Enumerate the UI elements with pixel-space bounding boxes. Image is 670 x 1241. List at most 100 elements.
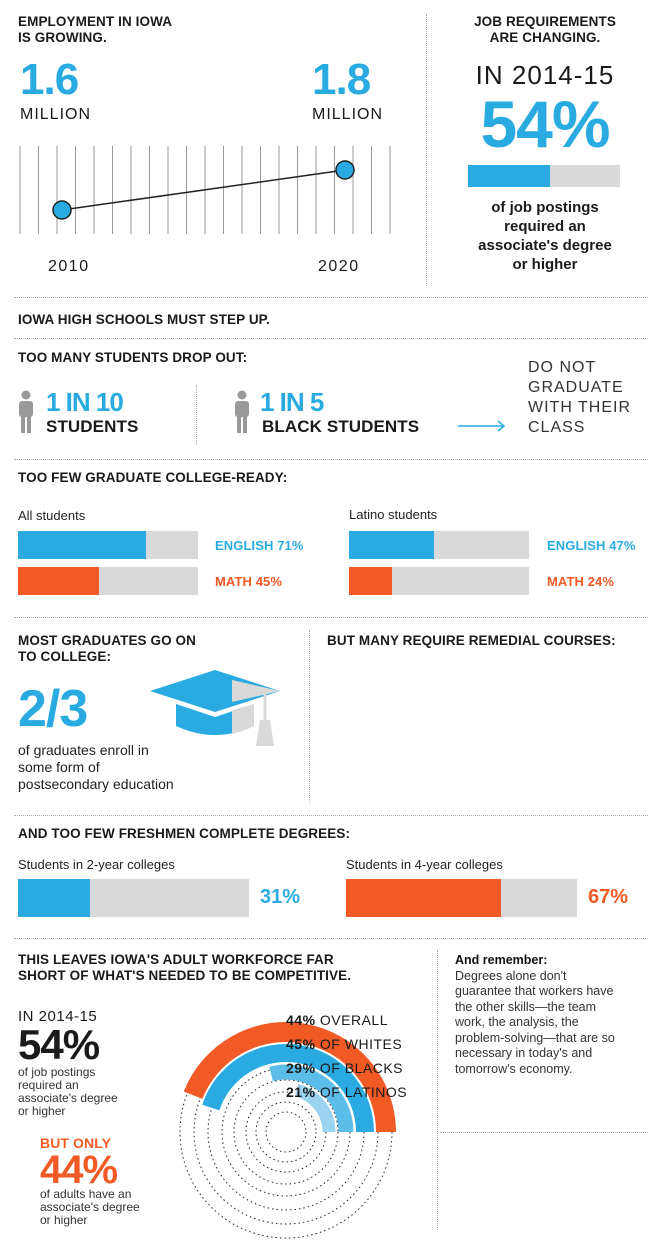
- workforce-postings-line2: required an: [18, 1078, 79, 1092]
- employment-end-year: 2020: [318, 258, 360, 275]
- workforce-period: IN 2014-15: [18, 1008, 98, 1025]
- two-year-bar-track: [18, 879, 249, 917]
- workforce-postings-line3: associate's degree: [18, 1091, 118, 1105]
- divider: [14, 815, 648, 816]
- two-year-label: Students in 2-year colleges: [18, 857, 175, 872]
- enroll-fraction: 2/3: [18, 680, 88, 738]
- jobs-heading-line2: ARE CHANGING.: [489, 30, 601, 45]
- dropout-note-line2: GRADUATE: [528, 379, 624, 396]
- remember-line2: guarantee that workers have: [455, 984, 614, 998]
- arc-overall-band: [183, 1022, 396, 1133]
- dropout-label-black: BLACK STUDENTS: [262, 417, 420, 436]
- divider: [437, 950, 438, 1230]
- all-math-bar: [18, 567, 99, 595]
- four-year-label: Students in 4-year colleges: [346, 857, 503, 872]
- jobs-caption-line3: associate's degree: [478, 237, 612, 254]
- enroll-caption-line1: of graduates enroll in: [18, 742, 149, 758]
- enroll-caption-line3: postsecondary education: [18, 776, 174, 792]
- arc-latinos-label: OF LATINOS: [319, 1084, 408, 1100]
- high-schools-heading: IOWA HIGH SCHOOLS MUST STEP UP.: [18, 312, 270, 327]
- remember-line5: problem-solving—that are so: [455, 1030, 615, 1045]
- two-year-bar: [18, 879, 90, 917]
- divider: [14, 938, 648, 939]
- workforce-heading-line1: THIS LEAVES IOWA'S ADULT WORKFORCE FAR: [18, 952, 334, 967]
- person-icon: [19, 390, 33, 433]
- dropout-note-line1: DO NOT: [528, 359, 597, 376]
- complete-heading: AND TOO FEW FRESHMEN COMPLETE DEGREES:: [18, 826, 351, 841]
- arc-blacks-label: OF BLACKS: [319, 1060, 404, 1076]
- arc-blacks-pct: 29%: [286, 1060, 316, 1076]
- workforce-adults-caption: of adults have an associate's degree or …: [40, 1188, 140, 1227]
- person-icon: [235, 390, 249, 433]
- attainment-arc-chart: [179, 1022, 396, 1239]
- college-ready-heading: TOO FEW GRADUATE COLLEGE-READY:: [18, 470, 288, 485]
- jobs-percent: 54%: [480, 87, 610, 161]
- latino-math-label: MATH 24%: [547, 574, 615, 589]
- workforce-adults-pct: 44%: [40, 1148, 118, 1192]
- college-ready-all-label: All students: [18, 508, 86, 523]
- dropout-heading: TOO MANY STUDENTS DROP OUT:: [18, 350, 248, 365]
- four-year-bar: [346, 879, 501, 917]
- jobs-bar-fill: [468, 165, 551, 187]
- arc-legend-whites: 45% OF WHITES: [286, 1032, 407, 1056]
- arc-blacks-band: [269, 1064, 354, 1133]
- dropout-note-line3: WITH THEIR: [528, 399, 632, 416]
- remedial-heading: BUT MANY REQUIRE REMEDIAL COURSES:: [327, 633, 616, 648]
- arc-guide-ring: [233, 1079, 339, 1185]
- employment-trend-line: [61, 169, 346, 211]
- workforce-but-only: BUT ONLY: [40, 1135, 112, 1151]
- workforce-heading: THIS LEAVES IOWA'S ADULT WORKFORCE FAR S…: [18, 952, 351, 984]
- arc-guide-ring: [255, 1101, 317, 1163]
- workforce-heading-line2: SHORT OF WHAT'S NEEDED TO BE COMPETITIVE…: [18, 968, 352, 983]
- employment-point-2020: [335, 160, 355, 180]
- dropout-note-line4: CLASS: [528, 419, 586, 436]
- divider: [14, 617, 648, 618]
- workforce-adults-line1: of adults have an: [40, 1187, 132, 1201]
- employment-start-value: 1.6: [20, 55, 79, 104]
- divider: [426, 14, 427, 286]
- jobs-heading-line1: JOB REQUIREMENTS: [474, 14, 616, 29]
- arc-latinos-pct: 21%: [286, 1084, 316, 1100]
- dropout-label-all: STUDENTS: [46, 417, 139, 436]
- all-english-bar: [18, 531, 146, 559]
- arc-overall-pct: 44%: [286, 1012, 316, 1028]
- employment-point-2010: [52, 200, 72, 220]
- divider: [14, 338, 648, 339]
- enroll-heading-line1: MOST GRADUATES GO ON: [18, 633, 197, 648]
- employment-end-value: 1.8: [312, 55, 371, 104]
- workforce-postings-line1: of job postings: [18, 1065, 96, 1079]
- divider: [309, 630, 310, 802]
- jobs-bar-track: [468, 165, 620, 187]
- employment-start-unit: MILLION: [20, 106, 92, 123]
- arc-whites-label: OF WHITES: [319, 1036, 403, 1052]
- arc-legend-overall: 44% OVERALL: [286, 1008, 407, 1032]
- remember-line6: necessary in today's and: [455, 1046, 593, 1060]
- employment-start-year: 2010: [48, 258, 90, 275]
- latino-english-bar-track: [349, 531, 529, 559]
- latino-math-bar: [349, 567, 393, 595]
- remember-title: And remember:: [455, 953, 548, 967]
- four-year-bar-track: [346, 879, 577, 917]
- graduation-cap-icon: [150, 670, 280, 746]
- remember-line7: tomorrow's economy.: [455, 1061, 573, 1076]
- workforce-adults-line3: or higher: [40, 1213, 88, 1227]
- arc-legend-latinos: 21% OF LATINOS: [286, 1080, 407, 1104]
- remember-line4: work, the analysis, the: [455, 1015, 579, 1029]
- divider: [196, 385, 197, 445]
- jobs-caption: of job postings required an associate's …: [440, 198, 650, 274]
- workforce-postings-line4: or higher: [18, 1104, 66, 1118]
- latino-english-bar: [349, 531, 434, 559]
- all-math-bar-track: [18, 567, 198, 595]
- all-english-bar-track: [18, 531, 198, 559]
- remember-line1: Degrees alone don't: [455, 968, 567, 983]
- employment-line-chart: [19, 146, 391, 234]
- employment-gridlines: [19, 146, 391, 234]
- enroll-heading: MOST GRADUATES GO ON TO COLLEGE:: [18, 633, 196, 665]
- all-english-label: ENGLISH 71%: [215, 538, 304, 553]
- arc-legend-blacks: 29% OF BLACKS: [286, 1056, 407, 1080]
- employment-end-unit: MILLION: [312, 106, 384, 123]
- remember-line3: the other skills—the team: [455, 999, 597, 1014]
- workforce-adults-line2: associate's degree: [40, 1200, 140, 1214]
- divider: [14, 459, 648, 460]
- jobs-caption-line2: required an: [504, 218, 586, 235]
